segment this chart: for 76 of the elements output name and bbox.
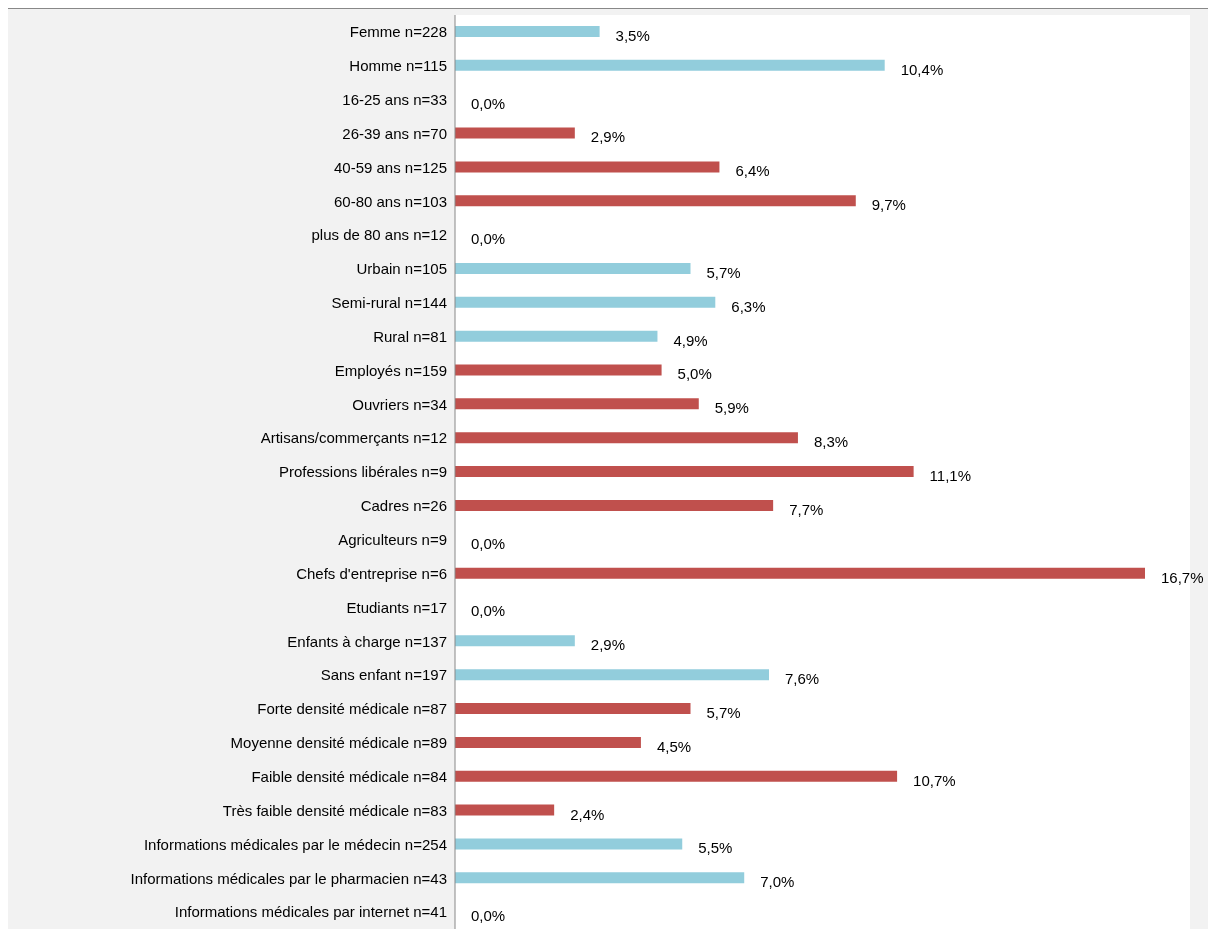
y-tick-label: Moyenne densité médicale n=89 — [230, 734, 447, 752]
y-tick-label: Cadres n=26 — [360, 497, 447, 515]
bar — [455, 127, 575, 139]
bar — [455, 432, 798, 444]
data-label: 6,4% — [735, 162, 770, 180]
bar — [455, 499, 774, 511]
y-tick-label: Artisans/commerçants n=12 — [260, 429, 447, 447]
data-label: 8,3% — [813, 433, 849, 451]
y-tick-label: Forte densité médicale n=87 — [257, 700, 447, 718]
bar — [455, 398, 699, 410]
data-label: 5,7% — [706, 263, 741, 281]
data-label: 0,0% — [471, 94, 506, 112]
bar — [455, 736, 641, 748]
y-tick-label: Informations médicales par internet n=41 — [174, 903, 447, 921]
y-tick-label: Rural n=81 — [373, 327, 447, 345]
data-label: 10,4% — [900, 60, 944, 78]
bar — [455, 804, 555, 816]
bar — [455, 872, 745, 884]
data-label: 5,0% — [677, 365, 712, 383]
data-label: 5,7% — [706, 703, 741, 721]
y-tick-label: 16-25 ans n=33 — [342, 90, 447, 108]
bar — [455, 770, 898, 782]
bar — [455, 195, 856, 207]
data-label: 4,5% — [656, 737, 692, 755]
bar — [455, 567, 1145, 579]
y-tick-label: Professions libérales n=9 — [278, 463, 447, 481]
y-tick-label: Homme n=115 — [349, 57, 447, 75]
data-label: 7,0% — [760, 873, 795, 891]
data-label: 7,7% — [789, 500, 824, 518]
y-tick-label: Très faible densité médicale n=83 — [222, 801, 447, 819]
data-label: 7,6% — [785, 670, 820, 688]
bar — [455, 669, 770, 681]
bar — [455, 364, 662, 376]
y-tick-label: Ouvriers n=34 — [352, 395, 447, 413]
y-tick-label: 40-59 ans n=125 — [333, 158, 447, 176]
data-label: 2,9% — [590, 636, 626, 654]
data-label: 5,9% — [714, 399, 749, 417]
data-label: 5,5% — [698, 839, 733, 857]
y-tick-label: Urbain n=105 — [356, 260, 447, 278]
y-tick-label: Femme n=228 — [349, 23, 447, 41]
y-tick-label: Etudiants n=17 — [346, 598, 447, 616]
data-label: 6,3% — [731, 297, 766, 315]
y-tick-label: plus de 80 ans n=12 — [311, 226, 447, 244]
data-label: 3,5% — [615, 26, 650, 44]
data-label: 0,0% — [471, 534, 506, 552]
y-tick-label: Informations médicales par le pharmacien n=43 — [130, 869, 447, 887]
bar — [455, 466, 914, 478]
data-label: 0,0% — [471, 907, 506, 925]
y-tick-label: 26-39 ans n=70 — [342, 124, 447, 142]
bar — [455, 703, 691, 715]
data-label: 0,0% — [471, 230, 506, 248]
bar — [455, 262, 691, 274]
bar — [455, 26, 600, 37]
data-label: 2,4% — [570, 805, 605, 823]
y-tick-label: Faible densité médicale n=84 — [251, 767, 447, 785]
bar — [455, 161, 720, 173]
y-tick-label: Semi-rural n=144 — [331, 294, 447, 312]
y-tick-label: Enfants à charge n=137 — [287, 632, 447, 650]
data-label: 11,1% — [929, 467, 972, 484]
y-tick-label: 60-80 ans n=103 — [333, 192, 447, 210]
data-label: 2,9% — [590, 128, 626, 146]
y-tick-label: Informations médicales par le médecin n=254 — [143, 835, 447, 853]
bar — [455, 330, 658, 342]
data-label: 4,9% — [673, 331, 708, 349]
bar — [455, 296, 716, 308]
y-tick-label: Employés n=159 — [334, 361, 447, 379]
y-tick-label: Sans enfant n=197 — [320, 666, 447, 684]
data-label: 16,7% — [1161, 568, 1204, 586]
bar — [455, 635, 575, 647]
data-label: 9,7% — [871, 196, 906, 214]
data-label: 0,0% — [471, 602, 506, 620]
bar — [455, 59, 885, 71]
bar — [455, 838, 683, 850]
y-tick-label: Agriculteurs n=9 — [338, 531, 447, 549]
data-label: 10,7% — [913, 771, 956, 789]
y-tick-label: Chefs d'entreprise n=6 — [296, 564, 447, 582]
